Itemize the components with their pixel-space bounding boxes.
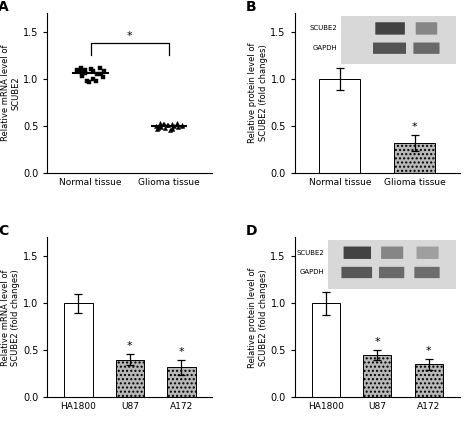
Text: B: B: [246, 0, 256, 14]
Bar: [319, 79, 360, 173]
Y-axis label: Relative protein level of
SCUBE2 (fold changes): Relative protein level of SCUBE2 (fold c…: [248, 43, 268, 143]
Text: D: D: [246, 225, 257, 238]
Y-axis label: Relative protein level of
SCUBE2 (fold changes): Relative protein level of SCUBE2 (fold c…: [248, 267, 268, 368]
Bar: [116, 360, 144, 397]
Text: C: C: [0, 225, 8, 238]
Text: *: *: [179, 347, 184, 357]
Text: *: *: [412, 122, 418, 132]
Text: A: A: [0, 0, 9, 14]
Text: *: *: [426, 346, 432, 356]
Bar: [394, 143, 436, 173]
Bar: [64, 303, 92, 397]
Bar: [311, 303, 340, 397]
Bar: [167, 367, 196, 397]
Text: *: *: [127, 341, 133, 351]
Bar: [363, 355, 392, 397]
Text: *: *: [374, 337, 380, 347]
Text: *: *: [127, 31, 133, 41]
Y-axis label: Relative mRNA level of
SCUBE2 (fold changes): Relative mRNA level of SCUBE2 (fold chan…: [1, 269, 20, 366]
Y-axis label: Relative mRNA level of
SCUBE2: Relative mRNA level of SCUBE2: [1, 45, 20, 141]
Bar: [415, 365, 443, 397]
